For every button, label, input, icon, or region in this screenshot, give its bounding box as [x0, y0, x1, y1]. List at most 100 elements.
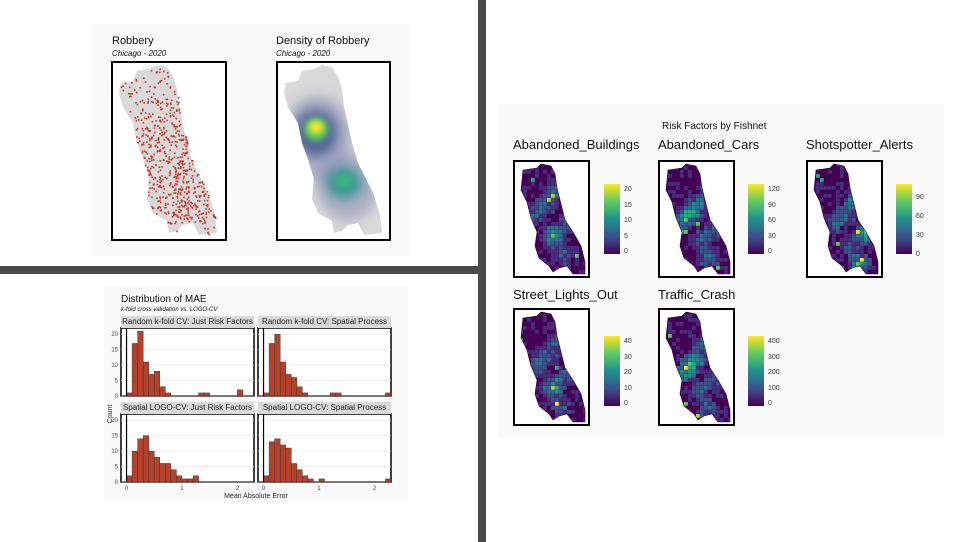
robbery-point	[192, 179, 194, 181]
robbery-point	[145, 127, 147, 130]
robbery-point	[149, 187, 151, 190]
robbery-point	[150, 70, 153, 72]
robbery-point	[131, 82, 133, 84]
robbery-point	[168, 158, 170, 160]
robbery-point	[169, 184, 171, 187]
robbery-point	[148, 143, 150, 146]
robbery-point	[159, 197, 162, 200]
y-tick-label: 10	[111, 449, 118, 455]
robbery-point	[173, 136, 176, 138]
robbery-point	[175, 125, 177, 128]
robbery-point	[200, 185, 203, 188]
robbery-point	[203, 199, 206, 202]
robbery-point	[170, 144, 173, 146]
robbery-point	[141, 150, 144, 153]
histogram-bar	[154, 371, 160, 397]
robbery-point	[145, 134, 148, 136]
robbery-point	[178, 102, 180, 104]
robbery-point	[184, 169, 186, 172]
legend-tick-label: 5	[624, 232, 628, 240]
robbery-point	[195, 195, 197, 197]
robbery-point	[187, 180, 190, 183]
horizontal-divider	[0, 266, 478, 274]
robbery-point	[187, 210, 189, 212]
robbery-point	[168, 141, 171, 144]
robbery-point	[136, 127, 139, 130]
robbery-point	[159, 209, 162, 212]
robbery-point	[166, 72, 169, 74]
robbery-point	[201, 191, 204, 193]
robbery-point	[143, 156, 146, 159]
robbery-point	[175, 221, 177, 223]
robbery-point	[172, 135, 175, 137]
robbery-point	[185, 208, 188, 210]
robbery-point	[187, 196, 190, 199]
robbery-point	[147, 169, 149, 172]
histogram-bar	[187, 478, 194, 483]
robbery-point	[159, 181, 161, 184]
robbery-point	[191, 175, 194, 177]
robbery-point	[143, 117, 146, 119]
robbery-point	[168, 156, 170, 158]
robbery-point	[199, 200, 201, 202]
robbery-point	[195, 213, 197, 216]
robbery-point	[140, 112, 142, 115]
robbery-point	[150, 167, 152, 170]
legend-tick-label: 60	[916, 213, 924, 220]
robbery-point	[184, 201, 187, 203]
robbery-point	[153, 183, 155, 185]
robbery-point	[188, 162, 191, 165]
histogram-bar	[126, 392, 133, 397]
robbery-point	[174, 192, 177, 194]
histogram-bar	[181, 478, 188, 483]
robbery-point	[188, 186, 190, 189]
robbery-point	[156, 146, 159, 148]
robbery-point	[137, 119, 140, 121]
robbery-point	[161, 118, 164, 121]
robbery-point	[169, 149, 171, 151]
robbery-point	[208, 208, 210, 210]
robbery-point	[178, 188, 181, 191]
robbery-point	[183, 143, 186, 146]
robbery-point	[177, 211, 180, 213]
robbery-point	[176, 130, 179, 132]
robbery-point	[136, 136, 138, 138]
robbery-point	[148, 194, 150, 197]
histogram-bar	[148, 450, 155, 483]
histogram-bar	[165, 463, 172, 483]
robbery-point	[185, 145, 187, 147]
robbery-point	[162, 192, 165, 194]
x-tick-label: 2	[236, 486, 240, 492]
robbery-point	[159, 81, 161, 83]
robbery-point	[179, 156, 182, 158]
y-tick-label: 0	[115, 394, 119, 400]
risk-map-title: Abandoned_Cars	[658, 137, 760, 152]
robbery-point	[151, 205, 153, 208]
robbery-point	[142, 133, 145, 135]
x-tick-label: 1	[317, 486, 321, 492]
robbery-point	[179, 167, 182, 170]
histogram-bar	[165, 392, 172, 397]
robbery-point	[149, 138, 151, 140]
robbery-point	[180, 194, 182, 196]
robbery-point	[185, 136, 187, 138]
histogram-bar	[307, 478, 314, 483]
robbery-point	[206, 205, 209, 208]
robbery-point	[191, 207, 194, 209]
robbery-point	[182, 138, 184, 141]
robbery-point	[180, 186, 183, 188]
robbery-point	[181, 205, 184, 208]
robbery-point	[177, 172, 179, 175]
robbery-point	[136, 116, 139, 118]
robbery-point	[131, 93, 133, 95]
robbery-point	[186, 217, 188, 219]
robbery-point	[194, 221, 197, 223]
histogram-bar	[176, 475, 183, 483]
robbery-point	[173, 111, 176, 114]
robbery-point	[155, 139, 157, 142]
risk-map-frame	[658, 308, 735, 426]
robbery-point	[170, 103, 172, 105]
robbery-point	[177, 206, 179, 208]
robbery-point	[144, 164, 147, 167]
robbery-point	[151, 159, 153, 162]
